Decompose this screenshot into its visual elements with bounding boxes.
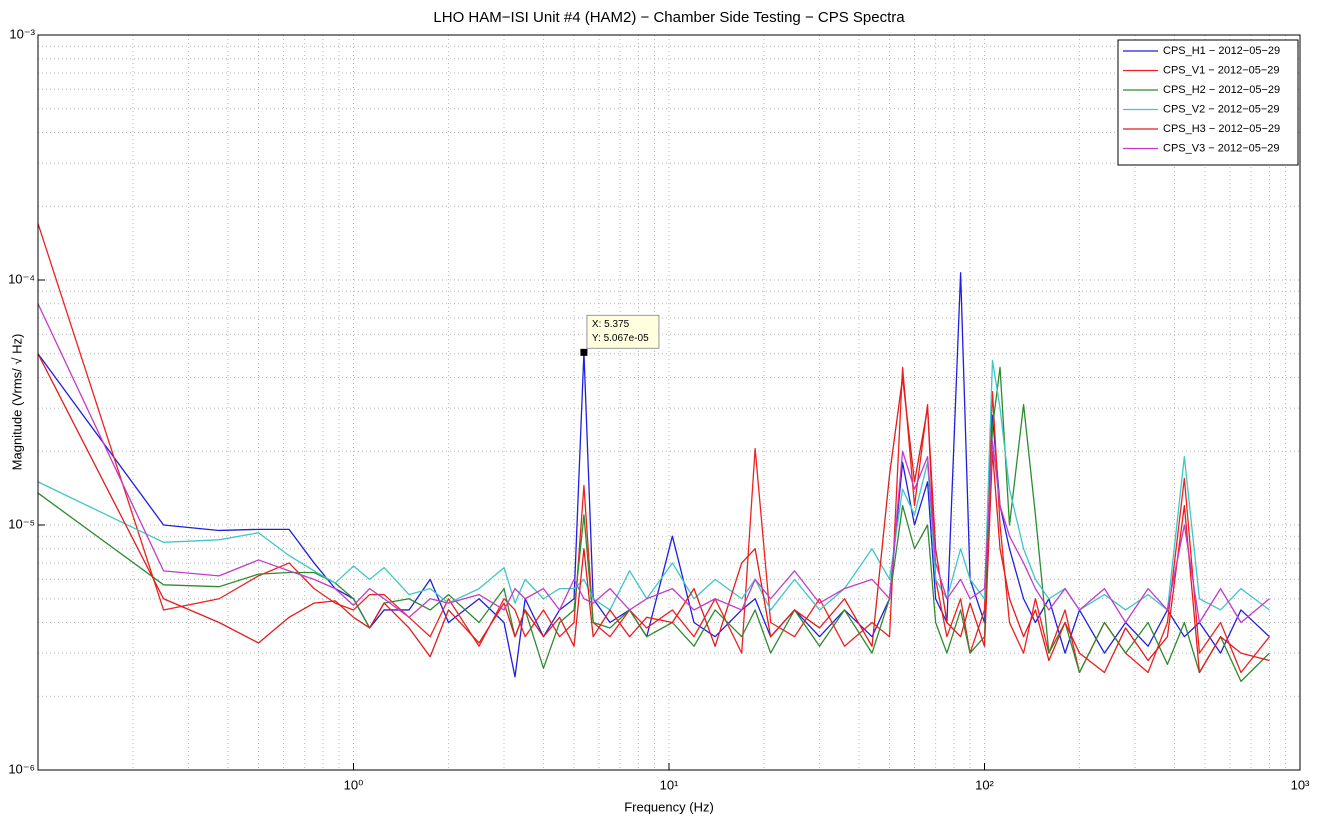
x-tick-label: 10³ <box>1291 777 1310 792</box>
legend-label: CPS_V3 − 2012−05−29 <box>1163 142 1280 154</box>
series-line <box>37 303 1270 624</box>
x-tick-label: 10² <box>975 777 994 792</box>
data-cursor-marker <box>580 348 588 356</box>
chart-title: LHO HAM−ISI Unit #4 (HAM2) − Chamber Sid… <box>433 9 905 26</box>
data-tip-x: X: 5.375 <box>592 319 630 330</box>
data-tip-y: Y: 5.067e-05 <box>592 333 649 344</box>
y-tick-label: 10⁻⁵ <box>8 516 35 531</box>
plot-frame <box>37 34 1301 771</box>
data-tip-box <box>586 314 660 349</box>
x-tick-label: 10¹ <box>660 777 679 792</box>
y-tick-label: 10⁻⁶ <box>8 761 35 776</box>
series-line <box>37 353 1270 674</box>
legend-label: CPS_H3 − 2012−05−29 <box>1163 123 1280 135</box>
y-tick-label: 10⁻⁴ <box>8 271 35 286</box>
legend-label: CPS_V1 − 2012−05−29 <box>1163 64 1280 76</box>
x-tick-label: 10⁰ <box>344 777 364 792</box>
x-axis-label: Frequency (Hz) <box>624 799 714 814</box>
y-tick-label: 10⁻³ <box>9 26 35 41</box>
legend-label: CPS_V2 − 2012−05−29 <box>1163 103 1280 115</box>
legend-box <box>1117 39 1299 166</box>
legend-label: CPS_H2 − 2012−05−29 <box>1163 84 1280 96</box>
y-axis-label: Magnitude (Vrms/ √ Hz) <box>9 334 24 471</box>
legend-label: CPS_H1 − 2012−05−29 <box>1163 45 1280 57</box>
